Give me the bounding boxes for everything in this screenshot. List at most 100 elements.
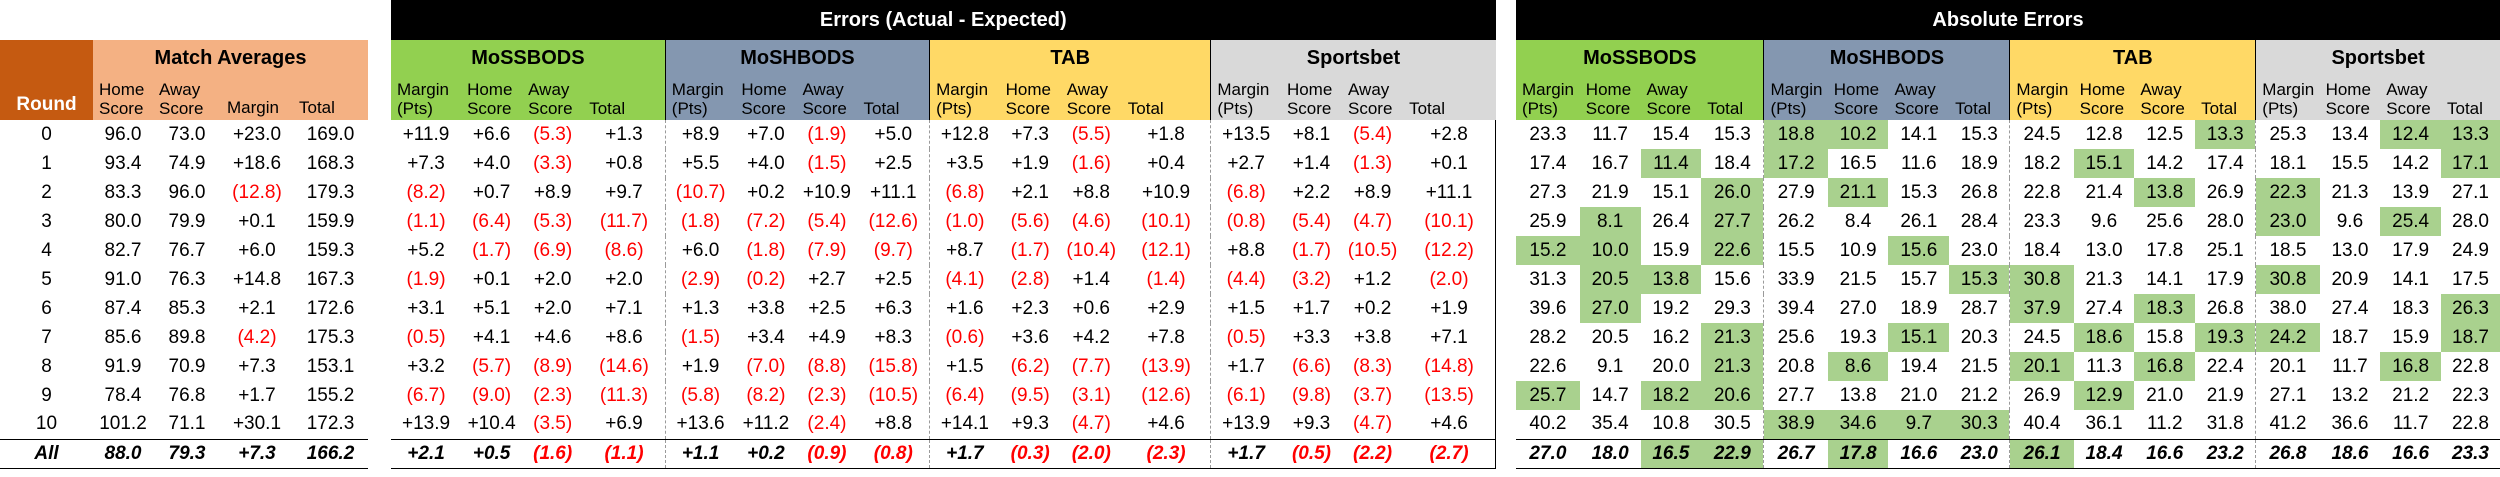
error-cell: (4.4) <box>1210 265 1281 294</box>
group-header: MoSHBODS <box>664 40 930 77</box>
abs-error-cell: 18.5 <box>2255 236 2320 265</box>
table-row: 28.2 20.5 16.2 21.3 25.6 19.3 15.1 20.3 24.5 18.6… <box>1516 323 2500 352</box>
abs-error-cell: 16.6 <box>2380 438 2441 469</box>
abs-error-cell: 19.3 <box>1839 326 1877 348</box>
avg-cell: 175.3 <box>306 326 355 348</box>
error-cell: (0.9) <box>796 438 858 469</box>
abs-error-cell: 27.0 <box>1839 297 1877 319</box>
abs-error-cell: 18.1 <box>2255 149 2320 178</box>
error-cell: +7.1 <box>605 297 643 319</box>
abs-error-cell: 38.0 <box>2255 294 2320 323</box>
abs-error-cell: 23.0 <box>1949 438 2010 469</box>
avg-cell: 87.4 <box>104 297 142 319</box>
error-cell: (13.9) <box>1141 355 1191 377</box>
abs-error-cell: 20.3 <box>1960 326 1998 348</box>
avg-cell: 70.9 <box>168 355 206 377</box>
table-row: 22.6 9.1 20.0 21.3 20.8 8.6 19.4 21.5 20.1 11.3 16… <box>1516 352 2500 381</box>
abs-error-cell: 24.9 <box>2452 239 2489 261</box>
abs-error-cell: 18.9 <box>1960 152 1998 174</box>
group-header: Sportsbet <box>2255 40 2500 77</box>
abs-error-cell: 39.6 <box>1529 297 1567 319</box>
round-cell: 4 <box>41 239 52 261</box>
col-header: Away Score <box>1342 77 1404 120</box>
abs-error-cell: 27.1 <box>2255 381 2320 410</box>
abs-error-cell: 11.7 <box>1592 123 1628 145</box>
error-cell: +8.9 <box>1353 181 1392 203</box>
avg-cell: +30.1 <box>232 413 282 435</box>
col-header: Total <box>293 77 368 120</box>
round-cell: All <box>0 438 93 469</box>
avg-cell: 91.0 <box>104 268 142 290</box>
error-cell: (12.6) <box>868 210 919 232</box>
avg-cell: 73.0 <box>168 123 206 145</box>
avg-cell: +1.7 <box>238 384 276 406</box>
error-cell: +11.2 <box>742 413 790 435</box>
col-header: Total <box>2440 77 2500 120</box>
error-cell: +9.3 <box>1292 413 1331 435</box>
col-header: Home Score <box>2073 77 2135 120</box>
abs-error-cell: 19.3 <box>2195 323 2256 352</box>
abs-error-cell: 26.8 <box>2255 438 2320 469</box>
error-cell: +6.3 <box>874 297 913 319</box>
abs-error-cell: 16.5 <box>1839 152 1877 174</box>
abs-error-cell: 19.4 <box>1900 355 1938 377</box>
error-cell: +6.9 <box>605 413 643 435</box>
round-cell: 3 <box>41 210 52 232</box>
error-cell: +3.8 <box>1353 326 1392 348</box>
abs-error-cell: 8.6 <box>1827 352 1889 381</box>
abs-error-cell: 40.2 <box>1529 413 1567 435</box>
error-cell: +6.6 <box>472 123 511 145</box>
table-row: 15.2 10.0 15.9 22.6 15.5 10.9 15.6 23.0 18.4 13.0… <box>1516 236 2500 265</box>
abs-error-cell: 18.0 <box>1579 438 1641 469</box>
error-cell: (4.7) <box>1353 413 1393 435</box>
error-cell: +4.6 <box>533 326 572 348</box>
error-cell: (2.3) <box>1121 438 1211 469</box>
avg-cell: 159.3 <box>306 239 355 261</box>
error-cell: +0.8 <box>605 152 643 174</box>
abs-error-cell: 22.6 <box>1701 236 1764 265</box>
round-cell: 2 <box>41 181 52 203</box>
col-header: Away Score <box>2380 77 2441 120</box>
col-header: Away Score <box>522 77 584 120</box>
abs-error-cell: 16.6 <box>1888 438 1950 469</box>
avg-cell: 159.9 <box>306 210 355 232</box>
table-row: 0 96.0 73.0 +23.0 169.0 <box>0 120 368 149</box>
error-cell: +1.3 <box>664 294 736 323</box>
error-cell: (11.3) <box>599 384 649 406</box>
abs-error-cell: 23.2 <box>2195 438 2256 469</box>
abs-error-cell: 11.4 <box>1640 149 1702 178</box>
col-header: Margin (Pts) <box>1210 77 1281 120</box>
avg-cell: 85.6 <box>104 326 142 348</box>
abs-error-cell: 29.3 <box>1713 297 1751 319</box>
error-cell: (1.0) <box>929 207 1000 236</box>
abs-error-cell: 28.7 <box>1960 297 1998 319</box>
error-cell: (3.7) <box>1353 384 1393 406</box>
error-cell: +1.6 <box>929 294 1000 323</box>
error-cell: +4.0 <box>472 152 511 174</box>
table-row: 31.3 20.5 13.8 15.6 33.9 21.5 15.7 15.3 30.8 21.3… <box>1516 265 2500 294</box>
avg-cell: 78.4 <box>104 384 142 406</box>
abs-error-cell: 26.0 <box>1701 178 1764 207</box>
abs-error-cell: 15.3 <box>1960 123 1998 145</box>
error-cell: +10.9 <box>1142 181 1191 203</box>
abs-error-cell: 10.9 <box>1839 239 1877 261</box>
col-header: Home Score <box>1827 77 1889 120</box>
error-cell: +2.0 <box>605 268 643 290</box>
table-row: 4 82.7 76.7 +6.0 159.3 <box>0 236 368 265</box>
error-cell: (4.1) <box>929 265 1000 294</box>
abs-error-cell: 8.4 <box>1844 210 1872 232</box>
error-cell: (13.5) <box>1403 381 1497 410</box>
abs-error-cell: 21.2 <box>2392 384 2430 406</box>
avg-cell: +7.3 <box>221 438 293 469</box>
abs-error-cell: 15.9 <box>2392 326 2430 348</box>
avg-cell: (12.8) <box>232 181 282 203</box>
error-cell: (6.2) <box>1010 355 1050 377</box>
table-row: (1.1) (6.4) (5.3) (11.7) (1.8) (7.2) (5.4) (12.… <box>391 207 1497 236</box>
error-cell: +2.8 <box>1403 120 1497 149</box>
table-row: 6 87.4 85.3 +2.1 172.6 <box>0 294 368 323</box>
col-header: Away Score <box>1888 77 1950 120</box>
error-cell: +2.7 <box>1210 149 1281 178</box>
error-cell: (0.5) <box>406 326 446 348</box>
match-averages-title: Match Averages <box>93 40 368 77</box>
